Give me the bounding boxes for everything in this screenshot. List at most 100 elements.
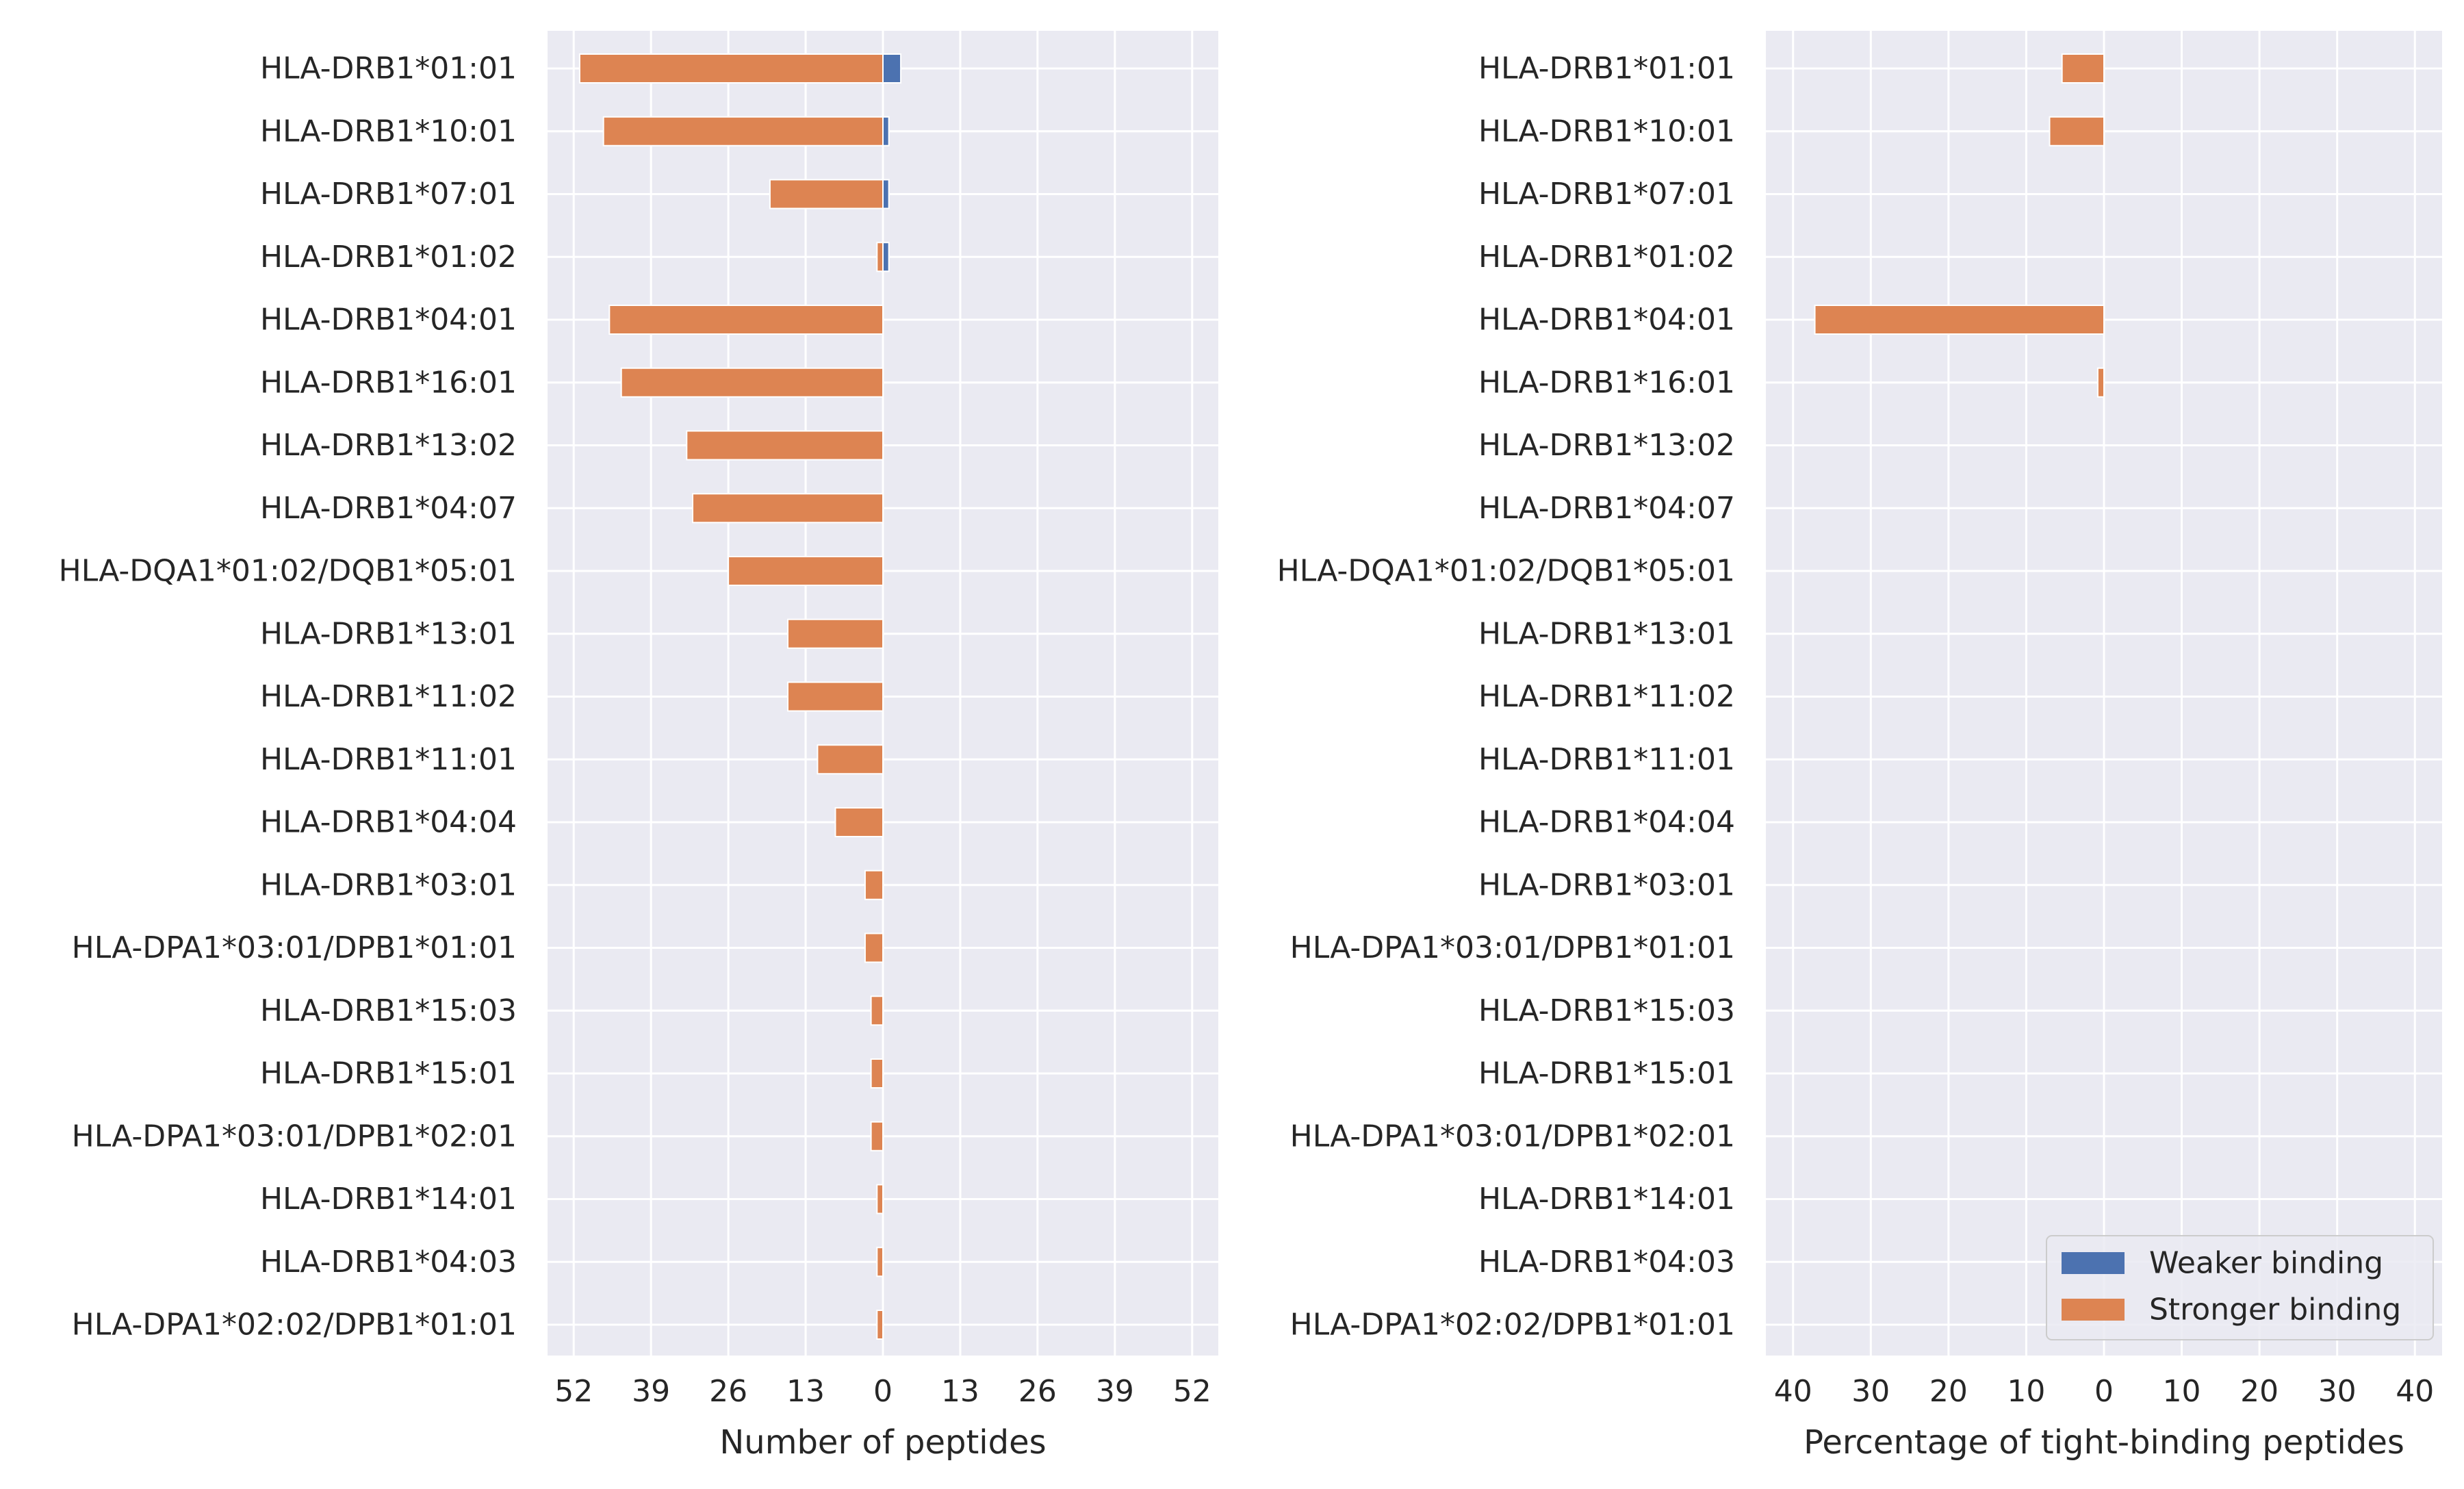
y-tick-label: HLA-DRB1*14:01 <box>1478 1182 1735 1217</box>
x-tick-label: 13 <box>941 1374 979 1409</box>
x-tick-label: 20 <box>2240 1374 2279 1409</box>
bar-weaker-binding <box>882 116 890 147</box>
y-tick-label: HLA-DRB1*15:01 <box>260 1056 517 1091</box>
x-tick-label: 39 <box>1096 1374 1134 1409</box>
y-tick-label: HLA-DRB1*04:07 <box>260 491 517 526</box>
bar-stronger-binding <box>870 995 884 1026</box>
y-tick-label: HLA-DRB1*13:02 <box>260 428 517 463</box>
bar-stronger-binding <box>876 1310 884 1340</box>
x-tick-label: 10 <box>2007 1374 2045 1409</box>
x-tick-label: 26 <box>709 1374 747 1409</box>
y-tick-label: HLA-DRB1*01:02 <box>260 240 517 275</box>
y-tick-label: HLA-DRB1*07:01 <box>1478 177 1735 212</box>
y-tick-label: HLA-DRB1*04:03 <box>260 1245 517 1280</box>
bar-stronger-binding <box>817 744 884 775</box>
y-tick-label: HLA-DRB1*03:01 <box>260 867 517 902</box>
y-tick-label: HLA-DRB1*11:02 <box>1478 679 1735 714</box>
y-tick-label: HLA-DPA1*02:02/DPB1*01:01 <box>1290 1308 1735 1342</box>
bar-stronger-binding <box>620 367 884 398</box>
x-tick-label: 40 <box>1774 1374 1812 1409</box>
bar-stronger-binding <box>2061 53 2105 84</box>
bar-weaker-binding <box>882 179 890 209</box>
y-tick-label: HLA-DRB1*04:03 <box>1478 1245 1735 1280</box>
legend-swatch <box>2062 1299 2125 1321</box>
y-tick-label: HLA-DRB1*13:02 <box>1478 428 1735 463</box>
y-tick-label: HLA-DRB1*11:01 <box>260 742 517 777</box>
legend: Weaker binding Stronger binding <box>2046 1235 2434 1340</box>
y-tick-label: HLA-DRB1*03:01 <box>1478 867 1735 902</box>
y-tick-label: HLA-DRB1*15:01 <box>1478 1056 1735 1091</box>
x-tick-label: 26 <box>1018 1374 1057 1409</box>
legend-box <box>2046 1235 2434 1340</box>
y-tick-label: HLA-DRB1*13:01 <box>1478 616 1735 651</box>
y-tick-label: HLA-DRB1*11:02 <box>260 679 517 714</box>
bar-stronger-binding <box>769 179 884 209</box>
bar-weaker-binding <box>882 242 890 272</box>
x-tick-label: 40 <box>2396 1374 2434 1409</box>
x-tick-label: 20 <box>1929 1374 1968 1409</box>
bar-stronger-binding <box>686 430 884 461</box>
right-panel-percentage-tight-binding: 40 30 20 10 0 10 20 30 40 HLA-DRB1*01:01 HLA-DRB1*… <box>1277 31 2442 1462</box>
y-tick-label: HLA-DRB1*04:04 <box>260 805 517 840</box>
x-tick-label: 30 <box>1851 1374 1890 1409</box>
bar-stronger-binding <box>728 556 884 586</box>
y-tick-label: HLA-DRB1*10:01 <box>260 114 517 149</box>
bar-stronger-binding <box>691 493 884 524</box>
x-tick-label: 0 <box>873 1374 893 1409</box>
y-tick-label: HLA-DPA1*03:01/DPB1*02:01 <box>72 1119 517 1154</box>
y-tick-label: HLA-DRB1*04:04 <box>1478 805 1735 840</box>
bar-stronger-binding <box>876 1247 884 1277</box>
bar-stronger-binding <box>786 681 884 712</box>
y-tick-label: HLA-DPA1*03:01/DPB1*01:01 <box>1290 930 1735 965</box>
y-tick-label: HLA-DRB1*15:03 <box>260 993 517 1028</box>
y-tick-label: HLA-DRB1*04:01 <box>1478 303 1735 338</box>
bar-stronger-binding <box>870 1121 884 1151</box>
x-axis-label: Percentage of tight-binding peptides <box>1804 1423 2404 1462</box>
y-tick-label: HLA-DRB1*07:01 <box>260 177 517 212</box>
y-tick-label: HLA-DQA1*01:02/DQB1*05:01 <box>1277 554 1735 589</box>
x-tick-label: 0 <box>2094 1374 2114 1409</box>
legend-swatch <box>2062 1252 2125 1274</box>
x-axis-label: Number of peptides <box>719 1423 1046 1462</box>
bar-stronger-binding <box>608 305 884 335</box>
bar-stronger-binding <box>1814 305 2105 335</box>
y-tick-label: HLA-DPA1*03:01/DPB1*01:01 <box>72 930 517 965</box>
x-tick-label: 10 <box>2163 1374 2201 1409</box>
bar-stronger-binding <box>834 807 884 837</box>
bar-stronger-binding <box>2049 116 2105 147</box>
y-tick-label: HLA-DRB1*04:01 <box>260 303 517 338</box>
y-tick-label: HLA-DRB1*16:01 <box>260 365 517 400</box>
y-tick-label: HLA-DRB1*14:01 <box>260 1182 517 1217</box>
y-tick-label: HLA-DQA1*01:02/DQB1*05:01 <box>59 554 517 589</box>
bar-stronger-binding <box>602 116 884 147</box>
x-tick-label: 13 <box>786 1374 825 1409</box>
y-tick-label: HLA-DRB1*01:01 <box>1478 51 1735 86</box>
bar-stronger-binding <box>578 53 884 84</box>
bar-stronger-binding <box>876 242 884 272</box>
y-tick-label: HLA-DRB1*01:02 <box>1478 240 1735 275</box>
bar-stronger-binding <box>2096 367 2105 398</box>
y-tick-label: HLA-DRB1*10:01 <box>1478 114 1735 149</box>
bar-stronger-binding <box>864 869 884 900</box>
y-tick-label: HLA-DRB1*15:03 <box>1478 993 1735 1028</box>
left-panel-number-of-peptides: 52 39 26 13 0 13 26 39 52 HLA-DRB1*01:01 HLA-DRB1*… <box>59 31 1218 1462</box>
x-tick-label: 52 <box>554 1374 593 1409</box>
y-tick-label: HLA-DRB1*01:01 <box>260 51 517 86</box>
y-tick-label: HLA-DPA1*03:01/DPB1*02:01 <box>1290 1119 1735 1154</box>
y-tick-label: HLA-DRB1*04:07 <box>1478 491 1735 526</box>
x-tick-label: 39 <box>632 1374 670 1409</box>
legend-label: Stronger binding <box>2149 1293 2401 1327</box>
x-tick-label: 52 <box>1173 1374 1211 1409</box>
bar-stronger-binding <box>786 618 884 649</box>
bar-stronger-binding <box>876 1184 884 1214</box>
y-tick-label: HLA-DRB1*11:01 <box>1478 742 1735 777</box>
legend-label: Weaker binding <box>2149 1246 2383 1281</box>
x-tick-label: 30 <box>2318 1374 2357 1409</box>
bar-stronger-binding <box>870 1058 884 1089</box>
bar-weaker-binding <box>882 53 902 84</box>
y-tick-label: HLA-DRB1*16:01 <box>1478 365 1735 400</box>
y-tick-label: HLA-DPA1*02:02/DPB1*01:01 <box>72 1308 517 1342</box>
bar-stronger-binding <box>864 932 884 963</box>
y-tick-label: HLA-DRB1*13:01 <box>260 616 517 651</box>
